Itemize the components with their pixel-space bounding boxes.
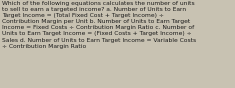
Text: Which of the following equations calculates the number of units
to sell to earn : Which of the following equations calcula… <box>2 1 196 49</box>
